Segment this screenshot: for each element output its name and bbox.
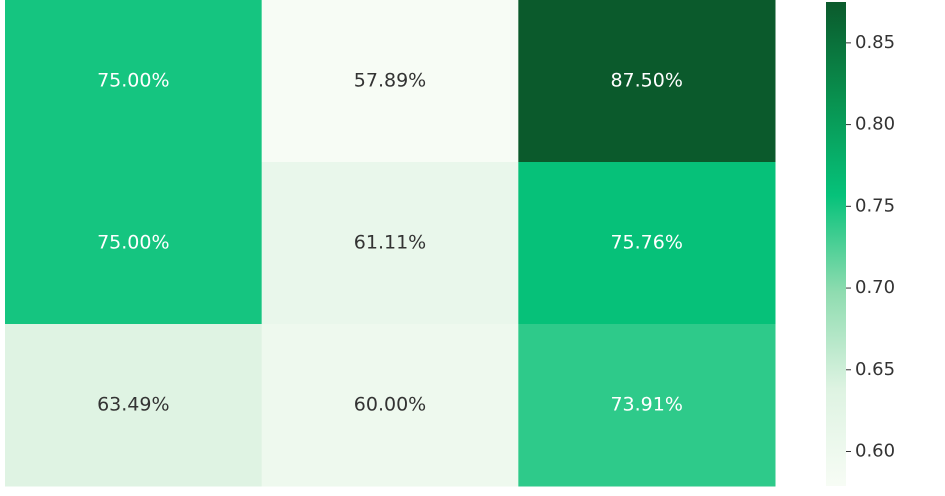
colorbar-tick-label: 0.70 xyxy=(855,277,895,298)
colorbar-tick-label: 0.65 xyxy=(855,359,895,380)
heatmap-cell xyxy=(518,162,776,325)
heatmap-cell xyxy=(261,324,519,487)
colorbar-tick-label: 0.85 xyxy=(855,32,895,53)
colorbar-tick-label: 0.60 xyxy=(855,441,895,462)
cell-label: 75.76% xyxy=(610,232,682,254)
cell-label: 87.50% xyxy=(610,70,682,92)
cell-label: 73.91% xyxy=(610,394,682,416)
cell-label: 75.00% xyxy=(97,70,169,92)
heatmap-cell xyxy=(261,0,519,163)
cell-label: 61.11% xyxy=(354,232,426,254)
heatmap-cell xyxy=(5,0,263,163)
heatmap-cell xyxy=(261,162,519,325)
heatmap-cell xyxy=(518,0,776,163)
cell-label: 75.00% xyxy=(97,232,169,254)
colorbar-tick-label: 0.75 xyxy=(855,195,895,216)
heatmap-cell xyxy=(518,324,776,487)
colorbar xyxy=(826,2,846,486)
cell-label: 57.89% xyxy=(354,70,426,92)
heatmap-cell xyxy=(5,162,263,325)
colorbar-tick-label: 0.80 xyxy=(855,114,895,135)
cell-label: 63.49% xyxy=(97,394,169,416)
cell-label: 60.00% xyxy=(354,394,426,416)
heatmap-cell xyxy=(5,324,263,487)
